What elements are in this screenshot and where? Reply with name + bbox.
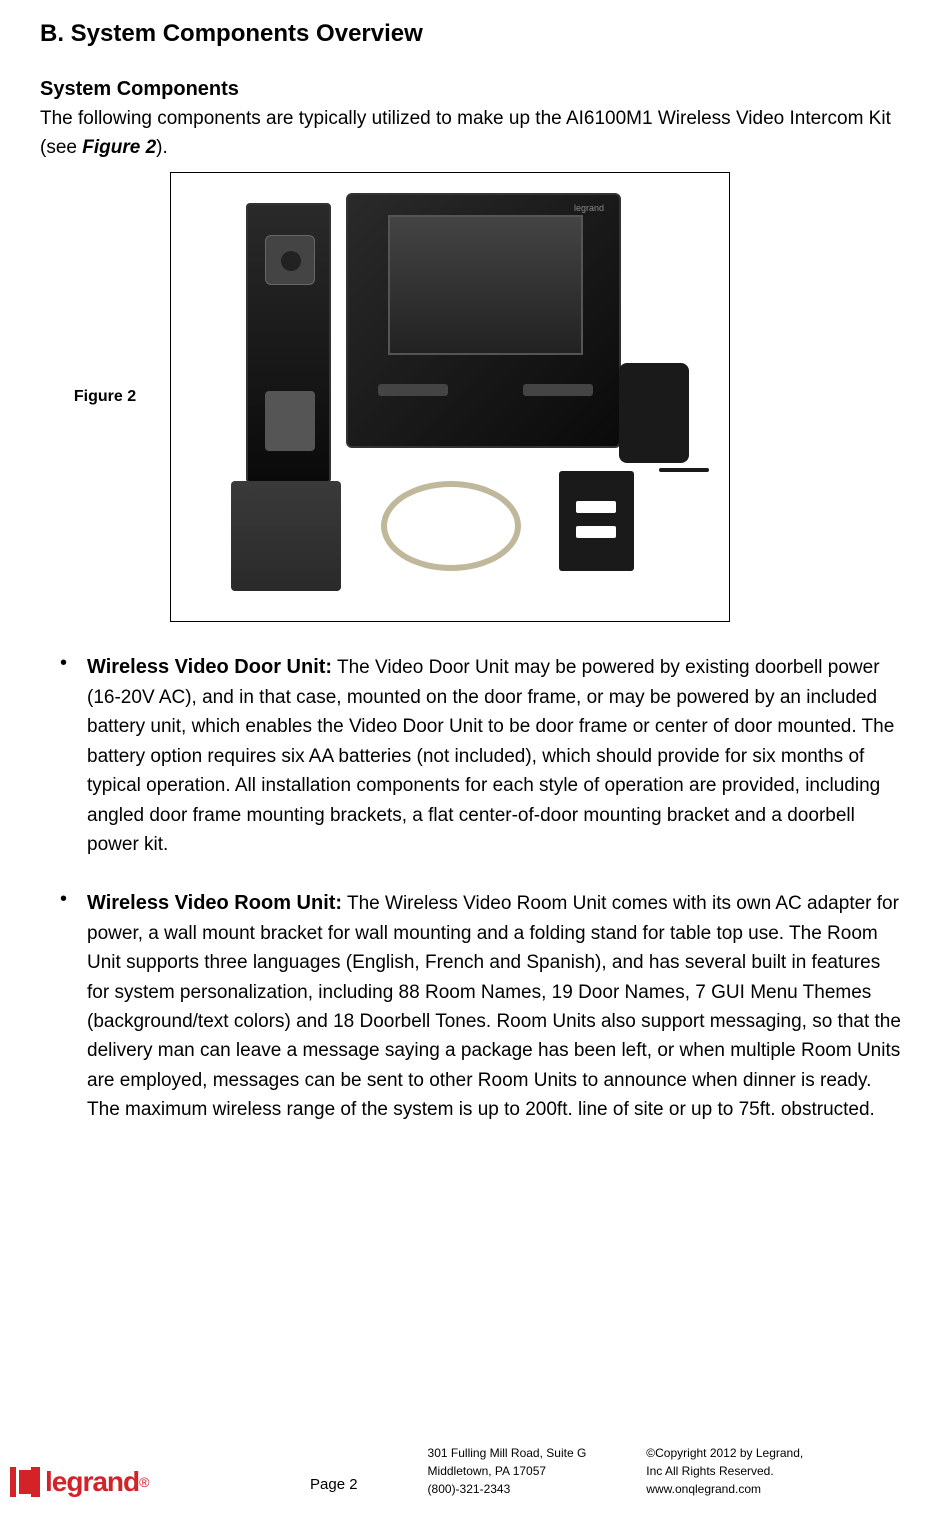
camera-icon <box>265 235 315 285</box>
figure-reference: Figure 2 <box>82 137 156 158</box>
button-graphic <box>378 384 448 396</box>
page-number: Page 2 <box>310 1476 358 1493</box>
logo-text: legrand <box>45 1466 139 1498</box>
bullet-text: The Wireless Video Room Unit comes with … <box>87 893 901 1121</box>
list-item: • Wireless Video Room Unit: The Wireless… <box>40 888 903 1125</box>
page-title: B. System Components Overview <box>40 20 903 48</box>
figure-image: legrand <box>170 172 730 622</box>
room-unit-graphic: legrand <box>346 193 621 448</box>
copyright-line: Inc All Rights Reserved. <box>646 1462 803 1480</box>
figure-label: Figure 2 <box>40 388 170 406</box>
section-title: System Components <box>40 78 903 101</box>
cable-loop-graphic <box>381 481 521 571</box>
battery-box-graphic <box>231 481 341 591</box>
room-unit-logo: legrand <box>574 203 604 213</box>
intro-paragraph: The following components are typically u… <box>40 105 903 162</box>
copyright-line: www.onqlegrand.com <box>646 1480 803 1498</box>
power-adapter-graphic <box>619 363 689 463</box>
bullet-text: The Video Door Unit may be powered by ex… <box>87 657 894 855</box>
list-item: • Wireless Video Door Unit: The Video Do… <box>40 652 903 860</box>
speaker-icon <box>265 391 315 451</box>
intro-text-2: ). <box>156 137 168 158</box>
bullet-marker: • <box>60 888 67 1125</box>
figure-container: Figure 2 legrand <box>40 172 903 622</box>
mount-slot-graphic <box>576 526 616 538</box>
mount-bracket-graphic <box>559 471 634 571</box>
cable-graphic <box>351 481 551 581</box>
logo-registered: ® <box>139 1474 149 1490</box>
address-line: Middletown, PA 17057 <box>428 1462 587 1480</box>
door-unit-graphic <box>246 203 331 483</box>
address-line: 301 Fulling Mill Road, Suite G <box>428 1444 587 1462</box>
copyright-line: ©Copyright 2012 by Legrand, <box>646 1444 803 1462</box>
bullet-title: Wireless Video Door Unit: <box>87 656 332 678</box>
bullet-content: Wireless Video Door Unit: The Video Door… <box>87 652 903 860</box>
address-line: (800)-321-2343 <box>428 1480 587 1498</box>
bullet-title: Wireless Video Room Unit: <box>87 892 342 914</box>
footer-address: 301 Fulling Mill Road, Suite G Middletow… <box>428 1444 587 1498</box>
bullet-marker: • <box>60 652 67 860</box>
bullet-content: Wireless Video Room Unit: The Wireless V… <box>87 888 903 1125</box>
screen-icon <box>388 215 583 355</box>
page-footer: legrand® Page 2 301 Fulling Mill Road, S… <box>0 1444 943 1498</box>
mount-slot-graphic <box>576 501 616 513</box>
logo-icon <box>10 1467 40 1497</box>
footer-copyright: ©Copyright 2012 by Legrand, Inc All Righ… <box>646 1444 803 1498</box>
logo: legrand® <box>10 1466 230 1498</box>
button-graphic <box>523 384 593 396</box>
bullet-list: • Wireless Video Door Unit: The Video Do… <box>40 652 903 1125</box>
power-cord-graphic <box>659 468 709 472</box>
